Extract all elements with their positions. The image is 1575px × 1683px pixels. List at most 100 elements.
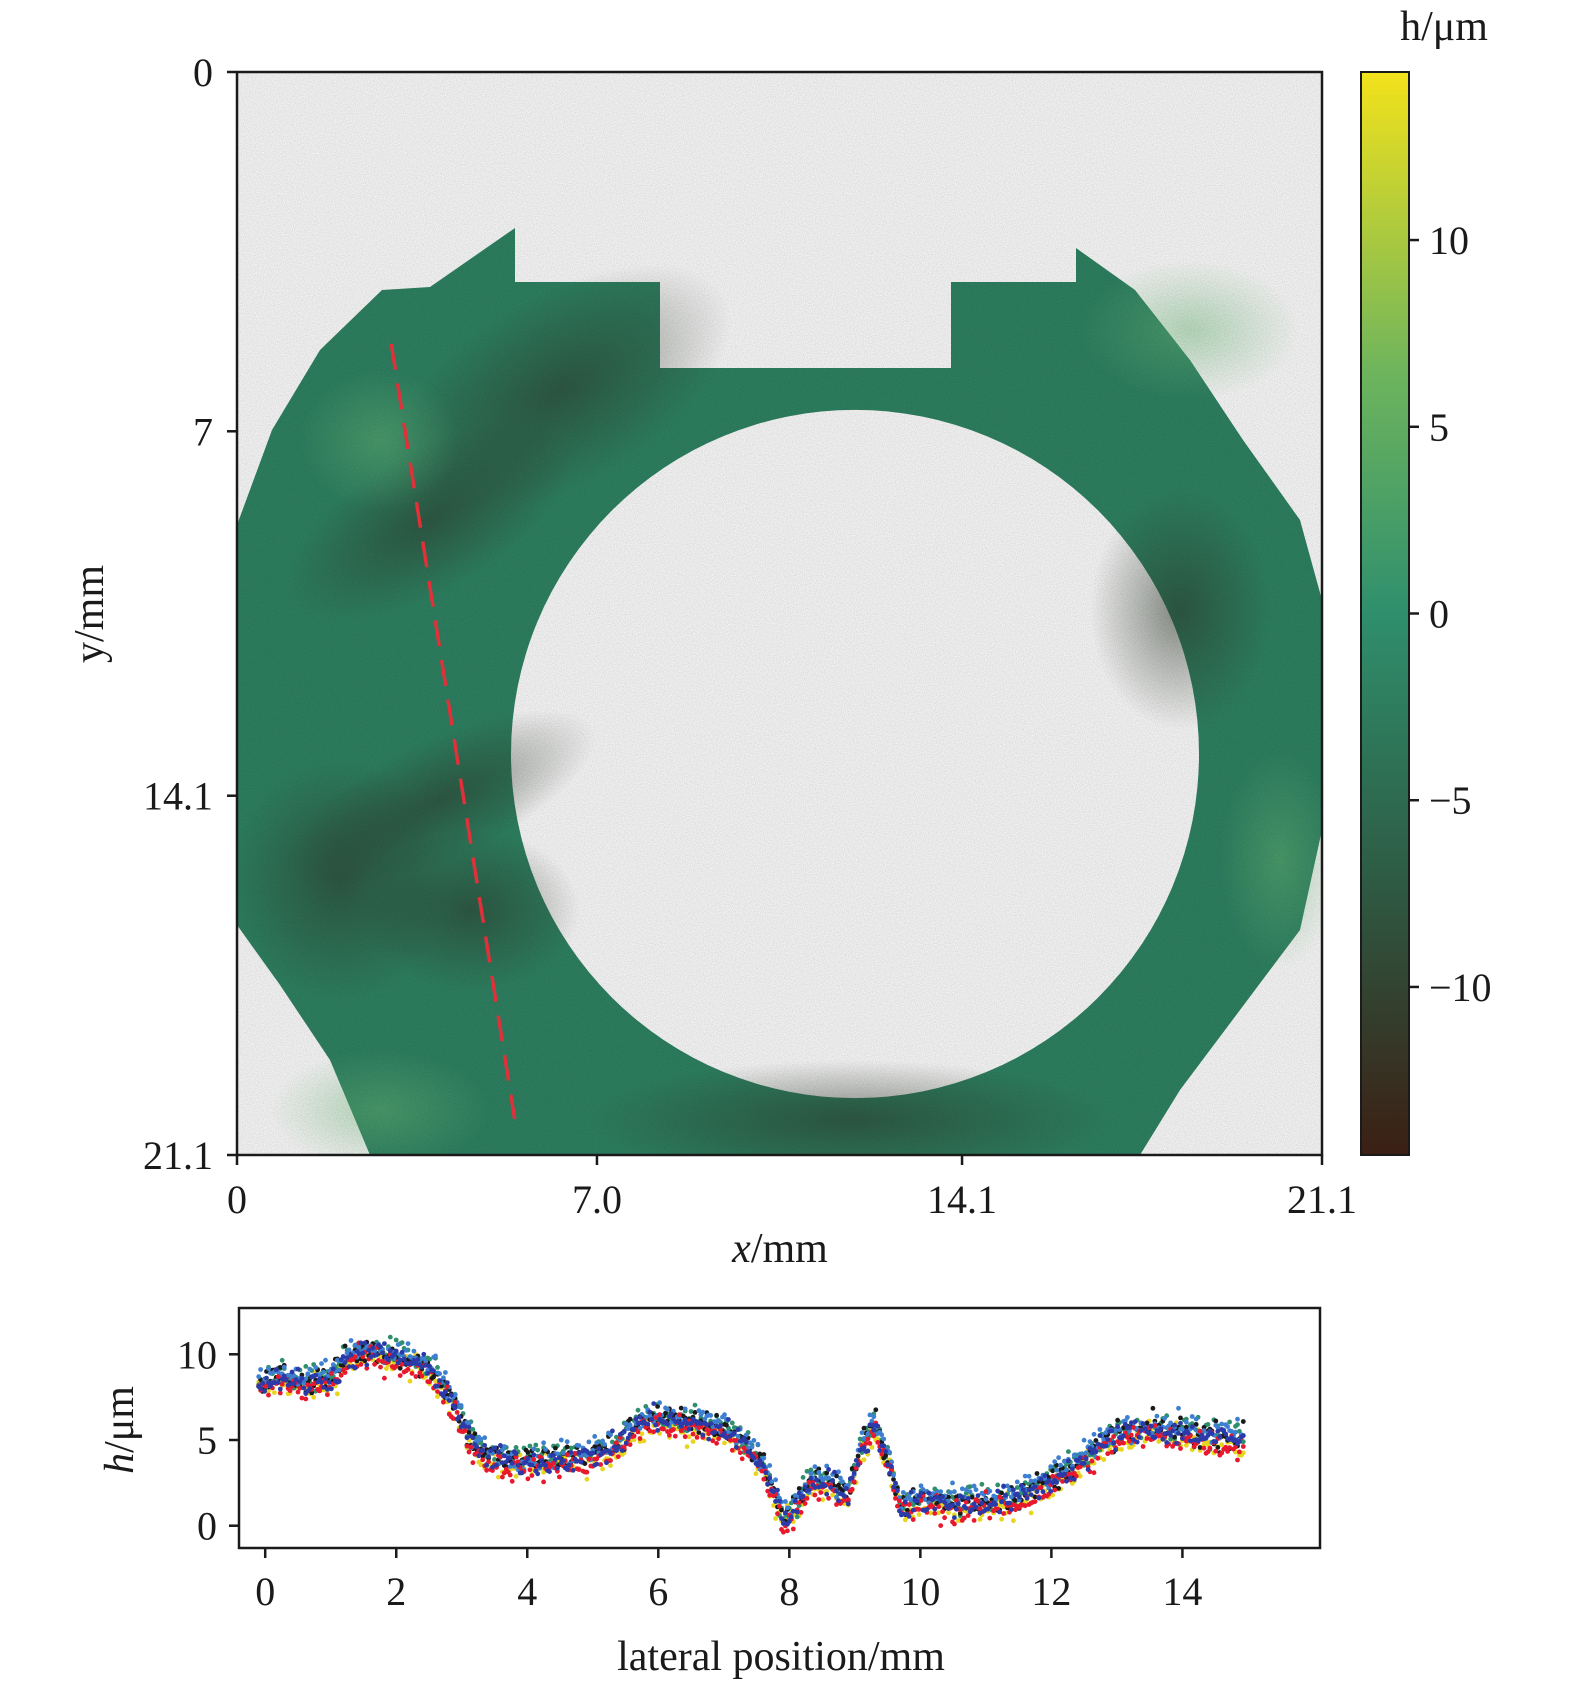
profile-point: [1237, 1449, 1242, 1455]
profile-point: [1240, 1444, 1246, 1449]
profile-point: [879, 1451, 885, 1457]
profile-point: [690, 1431, 696, 1437]
profile-point: [423, 1363, 429, 1368]
profile-point: [775, 1487, 780, 1493]
profile-point: [690, 1439, 696, 1444]
profile-point: [568, 1445, 574, 1451]
profile-point: [1048, 1489, 1054, 1494]
profile-point: [378, 1344, 383, 1349]
profile-point: [757, 1458, 763, 1463]
profile-point: [1185, 1430, 1191, 1436]
profile-point: [476, 1453, 482, 1459]
profile-point: [804, 1496, 810, 1501]
profile-point: [747, 1440, 753, 1446]
profile-point: [995, 1488, 1001, 1494]
profile-point: [753, 1471, 759, 1477]
profile-point: [655, 1404, 660, 1409]
profile-point: [672, 1433, 678, 1439]
profile-point: [1066, 1449, 1071, 1454]
profile-point: [340, 1354, 346, 1359]
profile-point: [1013, 1507, 1018, 1513]
profile-point: [560, 1450, 566, 1456]
profile-point: [985, 1506, 991, 1512]
profile-point: [413, 1361, 419, 1367]
profile-point: [570, 1467, 576, 1473]
profile-point: [1140, 1421, 1146, 1427]
profile-point: [710, 1438, 716, 1444]
profile-point: [1127, 1425, 1132, 1430]
profile-point: [334, 1357, 340, 1363]
profile-point: [936, 1495, 942, 1500]
profile-point: [952, 1489, 957, 1495]
profile-point: [297, 1385, 303, 1391]
profile-point: [781, 1529, 786, 1535]
profile-point: [814, 1477, 820, 1483]
profile-point: [427, 1379, 432, 1385]
profile-point: [525, 1450, 531, 1455]
profile-point: [1174, 1440, 1179, 1446]
profile-point: [346, 1347, 352, 1353]
profile-point: [329, 1386, 334, 1392]
map-y-tick-label: 14.1: [143, 774, 213, 819]
profile-point: [900, 1490, 906, 1495]
profile-point: [934, 1489, 940, 1495]
profile-point: [1152, 1435, 1158, 1440]
profile-point: [1205, 1422, 1211, 1427]
profile-point: [448, 1392, 454, 1398]
profile-point: [382, 1375, 387, 1381]
profile-point: [399, 1349, 405, 1355]
profile-point: [393, 1337, 399, 1343]
profile-point: [376, 1358, 381, 1363]
profile-point: [676, 1412, 682, 1418]
profile-point: [384, 1366, 389, 1371]
profile-point: [301, 1380, 307, 1386]
profile-point: [615, 1444, 621, 1450]
profile-point: [961, 1515, 967, 1521]
profile-point: [399, 1362, 405, 1367]
profile-point: [378, 1364, 383, 1370]
profile-point: [637, 1426, 643, 1431]
profile-point: [908, 1489, 914, 1495]
profile-point: [602, 1442, 607, 1447]
profile-point: [1018, 1483, 1024, 1488]
profile-point: [1101, 1457, 1107, 1462]
colorbar-tick-label: −10: [1429, 965, 1492, 1010]
profile-point: [902, 1517, 908, 1523]
profile-point: [885, 1462, 890, 1468]
map-y-axis: 0 7 14.1 21.1: [143, 50, 237, 1178]
profile-point: [1014, 1485, 1020, 1490]
profile-point: [452, 1392, 458, 1398]
profile-point: [865, 1436, 871, 1442]
profile-point: [1091, 1431, 1097, 1437]
profile-point: [1176, 1431, 1181, 1436]
profile-point: [393, 1348, 399, 1354]
profile-point: [1235, 1457, 1240, 1463]
profile-point: [625, 1435, 631, 1441]
profile-point: [527, 1443, 533, 1449]
profile-point: [775, 1511, 780, 1517]
profile-point: [317, 1388, 322, 1394]
profile-point: [450, 1416, 456, 1421]
profile-point: [594, 1461, 600, 1467]
profile-point: [303, 1376, 309, 1382]
profile-point: [865, 1431, 871, 1437]
profile-point: [816, 1470, 822, 1475]
profile-point: [1028, 1492, 1034, 1497]
profile-point: [610, 1428, 615, 1434]
profile-point: [264, 1375, 269, 1381]
profile-point: [478, 1462, 484, 1468]
profile-point: [633, 1416, 639, 1422]
profile-point: [869, 1444, 875, 1450]
profile-point: [808, 1471, 814, 1476]
profile-point: [1205, 1433, 1211, 1438]
profile-point: [289, 1369, 295, 1375]
profile-point: [883, 1453, 888, 1458]
profile-point: [604, 1460, 609, 1466]
profile-point: [716, 1436, 721, 1442]
profile-point: [397, 1357, 403, 1363]
profile-point: [307, 1366, 313, 1372]
profile-point: [875, 1436, 881, 1442]
profile-point: [1176, 1405, 1181, 1411]
profile-point: [761, 1455, 767, 1461]
profile-point: [503, 1459, 509, 1465]
